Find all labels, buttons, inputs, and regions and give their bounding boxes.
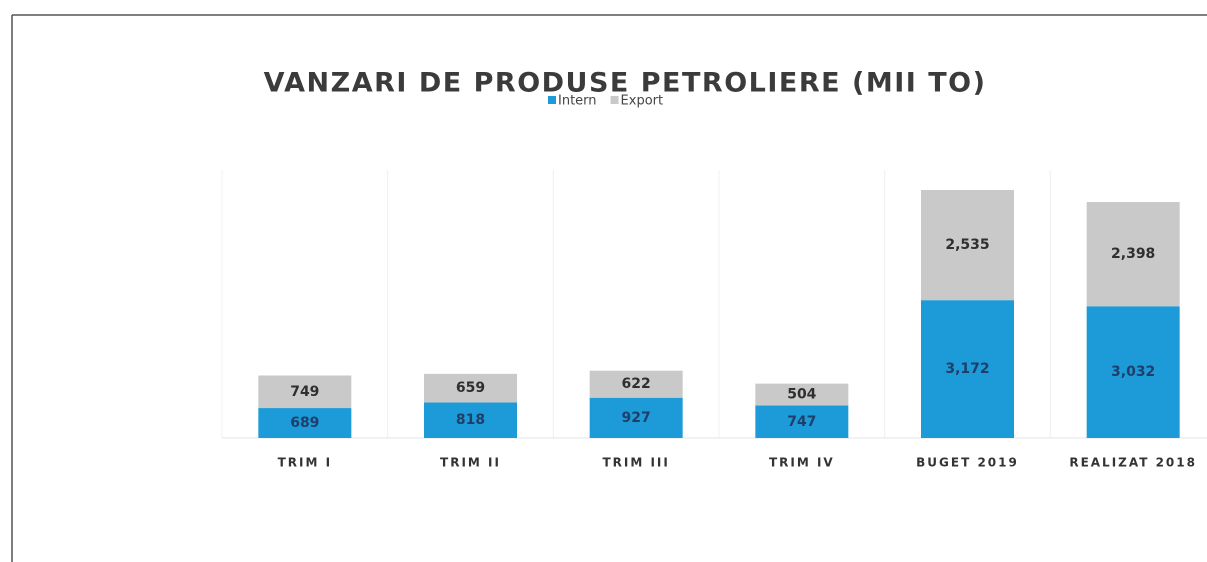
bar-segment bbox=[258, 408, 352, 438]
data-label: 3,172 bbox=[945, 361, 989, 377]
data-label: 927 bbox=[622, 410, 651, 426]
chart-title: VANZARI DE PRODUSE PETROLIERE (MII TO) bbox=[264, 68, 987, 99]
data-label: 749 bbox=[290, 384, 319, 400]
x-tick-label: TRIM II bbox=[440, 456, 501, 470]
bar-segment bbox=[424, 402, 517, 438]
x-tick-label: TRIM III bbox=[602, 456, 669, 470]
bar-segment bbox=[921, 300, 1014, 438]
x-tick-label: REALIZAT 2018 bbox=[1069, 456, 1197, 470]
data-label: 689 bbox=[290, 415, 319, 431]
data-label: 3,032 bbox=[1111, 364, 1155, 380]
data-label: 818 bbox=[456, 412, 485, 428]
bar-segment bbox=[589, 397, 683, 438]
bar-segment bbox=[589, 370, 683, 398]
x-tick-label: TRIM I bbox=[278, 456, 332, 470]
legend-label: Export bbox=[621, 94, 664, 109]
bar-segment bbox=[258, 375, 352, 409]
data-label: 622 bbox=[622, 376, 651, 392]
legend-swatch bbox=[610, 96, 619, 104]
legend-label: Intern bbox=[558, 94, 597, 109]
bar-segment bbox=[755, 383, 849, 406]
legend: Intern Export bbox=[548, 94, 663, 109]
data-label: 659 bbox=[456, 380, 485, 396]
data-label: 504 bbox=[787, 387, 816, 403]
x-tick-label: TRIM IV bbox=[769, 456, 835, 470]
bar-segment bbox=[921, 190, 1014, 301]
bar-segment bbox=[1086, 306, 1180, 438]
data-label: 2,535 bbox=[945, 237, 989, 253]
bar-segment bbox=[1086, 202, 1180, 307]
legend-swatch bbox=[548, 96, 556, 104]
bar-segment bbox=[424, 373, 517, 403]
data-label: 2,398 bbox=[1111, 246, 1155, 262]
x-tick-label: BUGET 2019 bbox=[916, 456, 1019, 470]
data-label: 747 bbox=[787, 414, 816, 430]
bar-segment bbox=[755, 405, 849, 438]
